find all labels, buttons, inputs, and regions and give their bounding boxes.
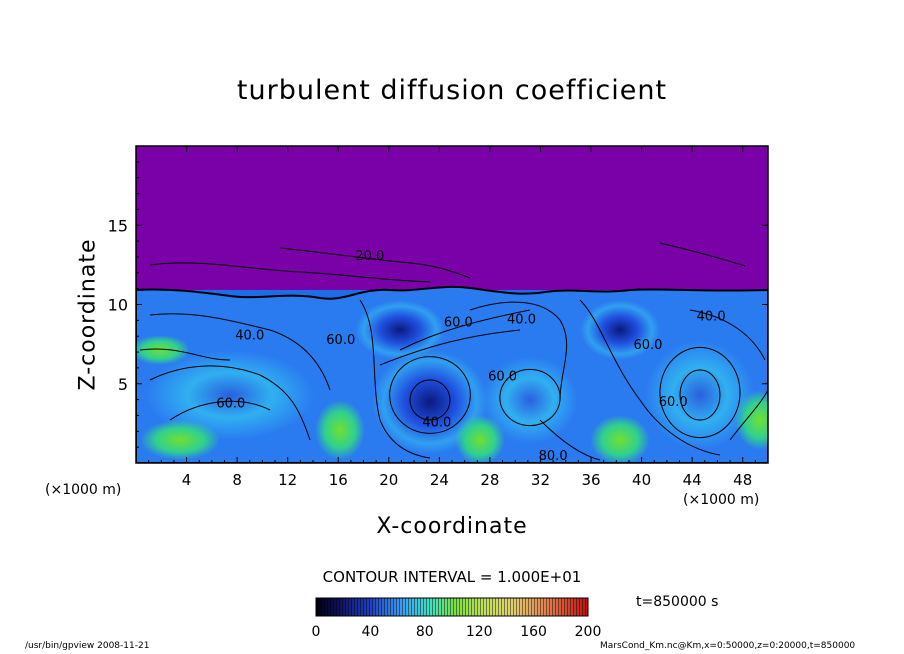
colorbar-tick-label: 40 bbox=[361, 624, 379, 640]
x-unit-label-right: (×1000 m) bbox=[683, 492, 760, 508]
y-axis: 5 10 15 bbox=[108, 161, 768, 448]
y-axis-title: Z-coordinate bbox=[75, 238, 101, 391]
y-tick-label: 10 bbox=[108, 296, 128, 315]
contour-label: 60.0 bbox=[488, 370, 517, 385]
contour-label: 60.0 bbox=[444, 316, 473, 331]
green-blob-3 bbox=[136, 335, 190, 365]
heatmap-field: 20.0 60.0 60.0 60.0 40.0 40.0 40.0 60.0 80.0 60.0… bbox=[136, 146, 768, 464]
y-tick-label: 15 bbox=[108, 216, 128, 235]
green-blob-4 bbox=[735, 390, 768, 450]
colorbar-tick-label: 160 bbox=[520, 624, 547, 640]
colorbar-tick-label: 80 bbox=[416, 624, 434, 640]
green-blob-6 bbox=[140, 420, 220, 460]
contour-label: 60.0 bbox=[326, 333, 355, 348]
vortex-b bbox=[482, 356, 578, 444]
colorbar-frame bbox=[315, 597, 589, 617]
contour-label: 60.0 bbox=[659, 395, 688, 410]
x-tick-label: 40 bbox=[632, 471, 651, 489]
x-tick-label: 36 bbox=[581, 471, 600, 489]
chart-title: turbulent diffusion coefficient bbox=[236, 75, 668, 106]
vortex-f bbox=[355, 300, 445, 360]
contour-interval-text: CONTOUR INTERVAL = 1.000E+01 bbox=[322, 568, 582, 586]
vortex-d bbox=[145, 350, 315, 440]
green-blob-2 bbox=[455, 415, 505, 463]
footer-right: MarsCond_Km.nc@Km,x=0:50000,z=0:20000,t=… bbox=[600, 641, 856, 651]
contour-label: 20.0 bbox=[355, 249, 384, 264]
contour-label: 80.0 bbox=[539, 449, 568, 464]
x-tick-label: 32 bbox=[531, 471, 550, 489]
contour-interval-label: CONTOUR INTERVAL = 1.000E+01 bbox=[0, 568, 904, 586]
contour-label: 60.0 bbox=[633, 338, 662, 353]
x-tick-label: 20 bbox=[379, 471, 398, 489]
x-tick-label: 48 bbox=[733, 471, 752, 489]
x-tick-label: 16 bbox=[329, 471, 348, 489]
x-tick-label: 44 bbox=[683, 471, 702, 489]
x-tick-label: 28 bbox=[480, 471, 499, 489]
contour-lines bbox=[139, 242, 768, 461]
x-tick-label: 12 bbox=[278, 471, 297, 489]
time-label: t=850000 s bbox=[636, 594, 719, 610]
x-axis-title: X-coordinate bbox=[376, 514, 528, 539]
x-unit-label-left: (×1000 m) bbox=[45, 482, 122, 498]
vortex-c bbox=[645, 340, 755, 450]
contour-label: 40.0 bbox=[697, 309, 726, 324]
contour-label: 40.0 bbox=[235, 328, 264, 343]
y-tick-label: 5 bbox=[118, 375, 128, 394]
x-tick-label: 4 bbox=[182, 471, 192, 489]
footer-left: /usr/bin/gpview 2008-11-21 bbox=[25, 641, 150, 651]
contour-label: 40.0 bbox=[507, 313, 536, 328]
vortex-e bbox=[580, 300, 660, 360]
colorbar: 0 40 80 120 160 200 bbox=[312, 597, 602, 640]
green-blob-5 bbox=[315, 400, 365, 460]
colorbar-tick-label: 120 bbox=[466, 624, 493, 640]
x-tick-label: 24 bbox=[430, 471, 449, 489]
green-blob-1 bbox=[590, 415, 650, 463]
contour-label-group: 20.0 60.0 60.0 60.0 40.0 40.0 40.0 60.0 80.0 60.0… bbox=[216, 249, 726, 464]
x-tick-label: 8 bbox=[232, 471, 242, 489]
x-axis: 4 8 12 16 20 24 28 32 36 40 44 48 bbox=[148, 146, 756, 489]
colorbar-tick-label: 200 bbox=[575, 624, 602, 640]
colorbar-lines bbox=[316, 598, 588, 616]
colorbar-tick-label: 0 bbox=[312, 624, 321, 640]
contour-label: 60.0 bbox=[216, 397, 245, 412]
colorbar-ticks: 0 40 80 120 160 200 bbox=[312, 624, 602, 640]
contour-label: 40.0 bbox=[422, 416, 451, 431]
